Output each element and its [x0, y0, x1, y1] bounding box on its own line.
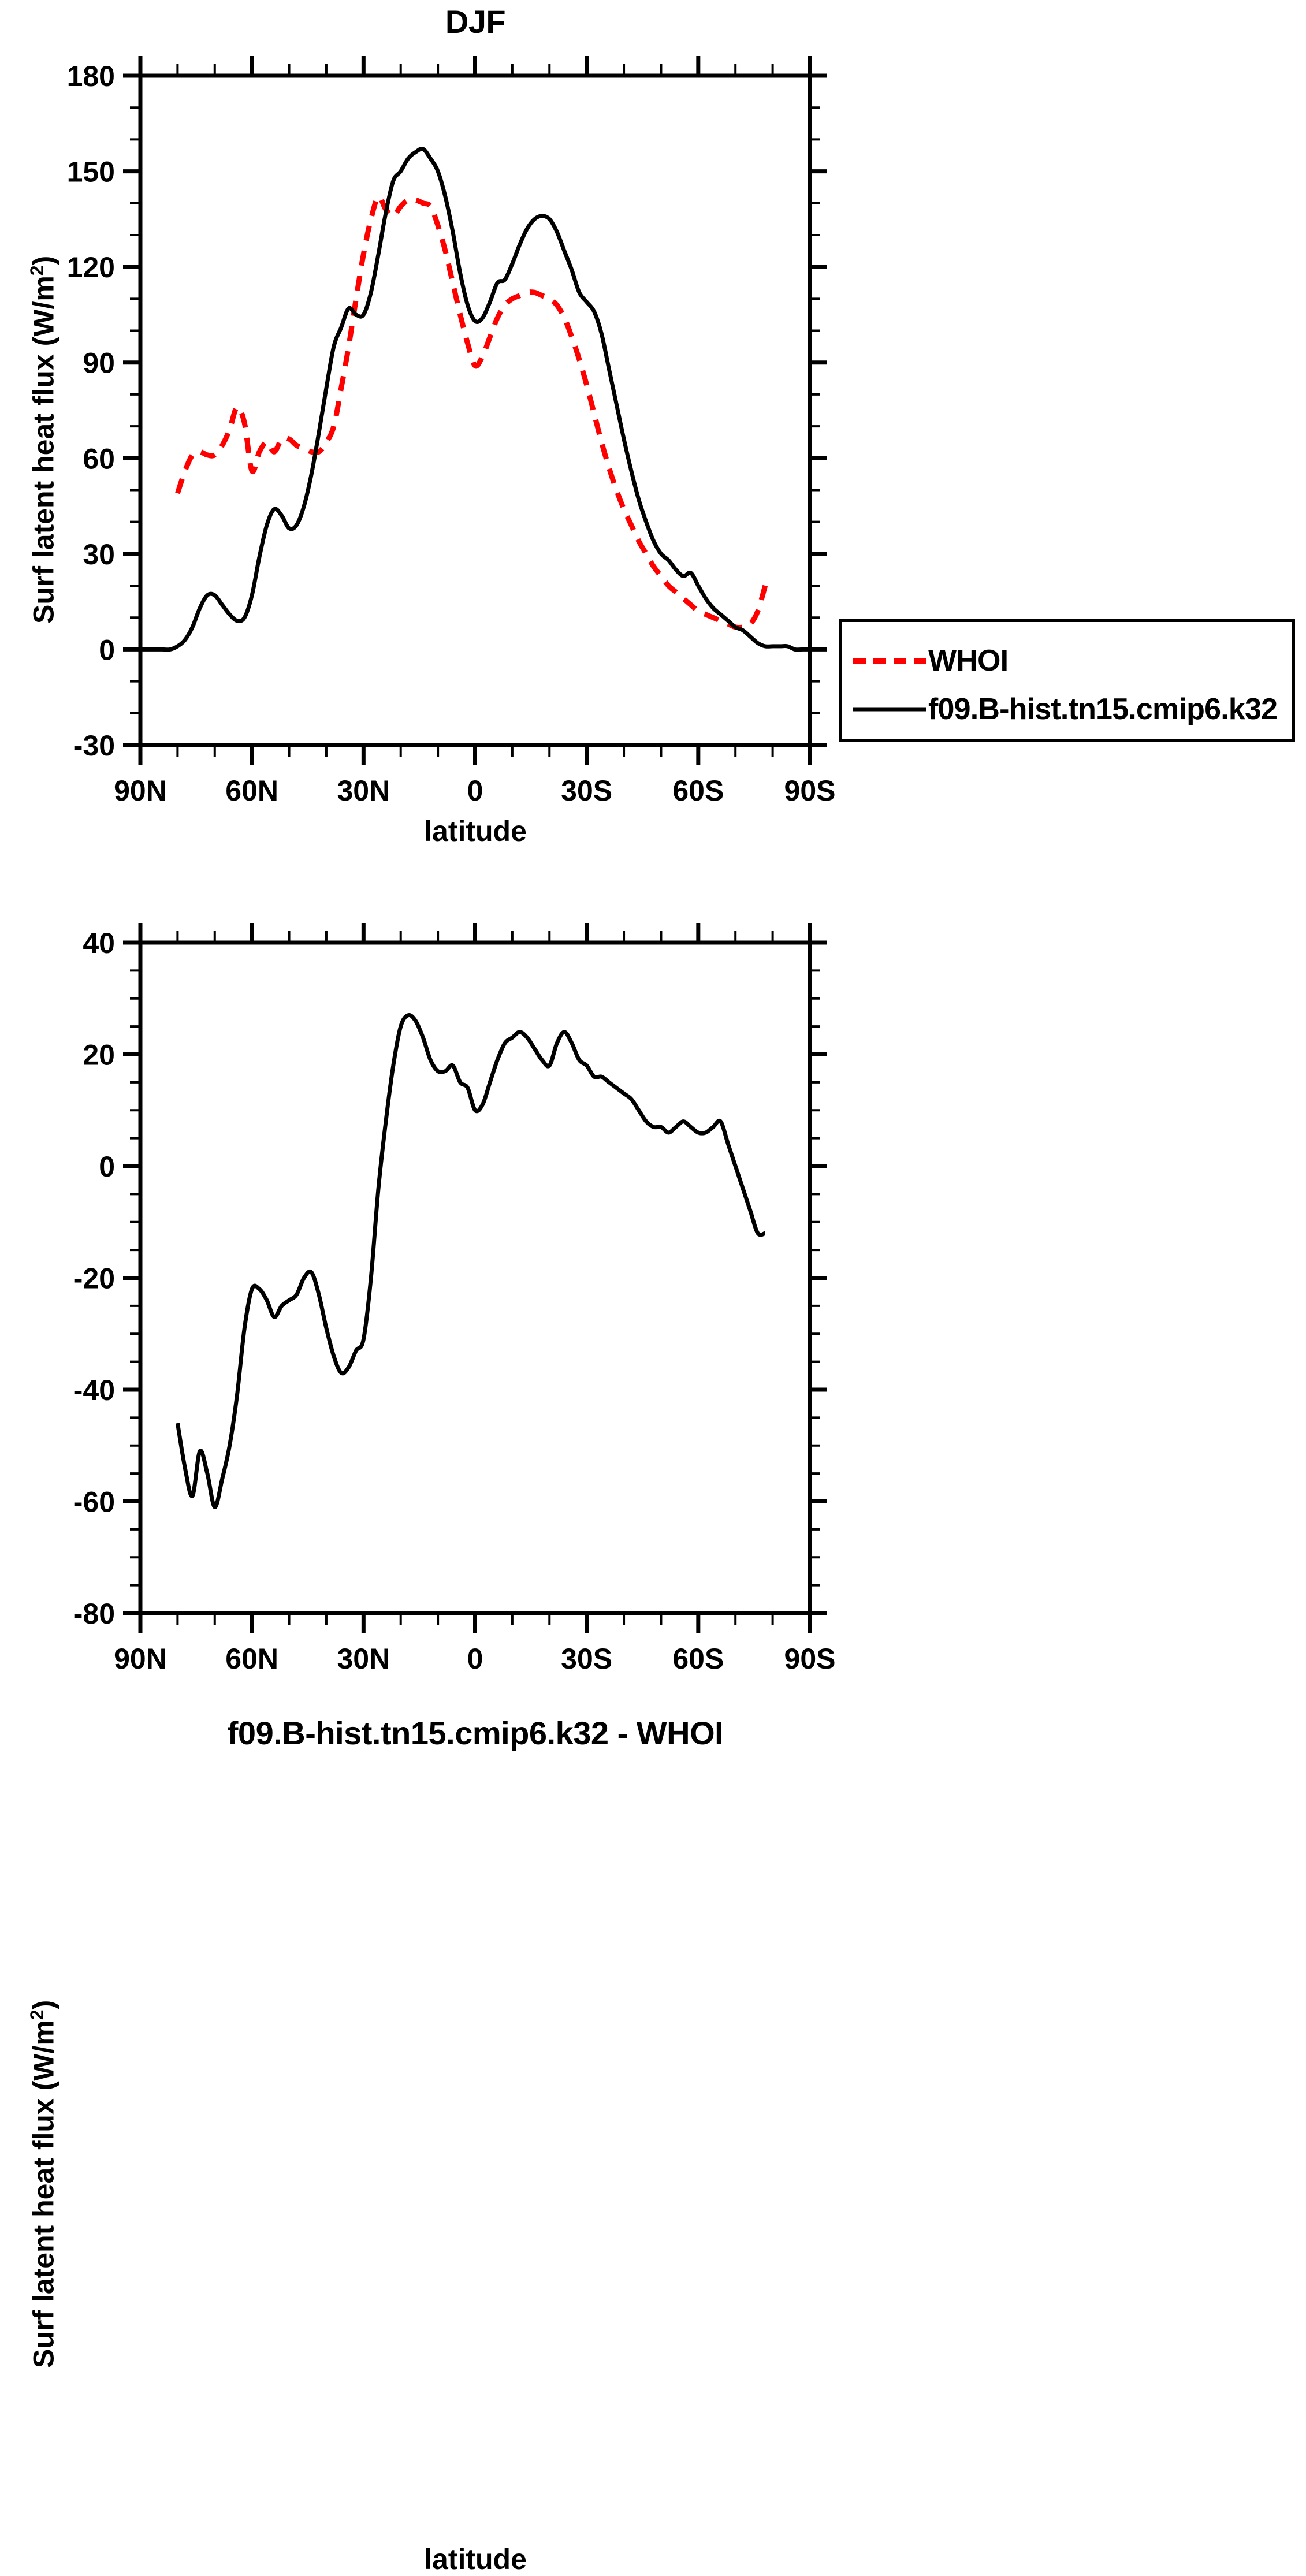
x-tick-label: 60N	[225, 1643, 278, 1675]
x-tick-label: 30N	[337, 775, 390, 807]
y-axis-label-bottom: Surf latent heat flux (W/m2)	[27, 2000, 61, 2368]
y-tick-label: 90	[83, 347, 115, 379]
x-tick-label: 90S	[784, 775, 836, 807]
x-tick-label: 30S	[561, 775, 612, 807]
x-tick-label: 30N	[337, 1643, 390, 1675]
legend-label-model: f09.B-hist.tn15.cmip6.k32	[928, 693, 1278, 726]
y-tick-label: -80	[73, 1598, 115, 1630]
panel-difference: f09.B-hist.tn15.cmip6.k32 - WHOI Surf la…	[0, 861, 1306, 2575]
x-tick-label: 90N	[114, 775, 167, 807]
y-tick-label: -20	[73, 1263, 115, 1295]
x-tick-label: 60S	[672, 775, 724, 807]
y-tick-label: 20	[83, 1039, 115, 1071]
x-tick-label: 60S	[672, 1643, 724, 1675]
plot-area-top: -30 0 30 60 90 120 150 180 90N 60N 30N 0 30S 60S 90S	[67, 56, 836, 807]
x-tick-label: 90S	[784, 1643, 836, 1675]
plot-area-bottom: -80 -60 -40 -20 0 20 40 90N 60N 30N 0 30S 60S 90S	[73, 923, 836, 1675]
chart-title-top: DJF	[445, 3, 506, 40]
y-axis-label-bottom-exponent: 2	[27, 2009, 47, 2020]
y-tick-label: 120	[67, 251, 115, 284]
y-tick-label: 180	[67, 60, 115, 92]
y-tick-label: 150	[67, 156, 115, 188]
y-tick-label: 60	[83, 442, 115, 475]
series-line-whoi	[175, 194, 768, 630]
y-tick-label: 0	[99, 634, 115, 666]
x-tick-label: 90N	[114, 1643, 167, 1675]
series-line-model	[175, 1012, 766, 1509]
legend-entry-whoi: WHOI	[842, 635, 1292, 687]
legend-swatch-dashed-icon	[852, 649, 927, 672]
y-tick-label: 30	[83, 538, 115, 571]
y-axis-label-bottom-tail: )	[27, 2000, 60, 2010]
x-tick-label: 30S	[561, 1643, 612, 1675]
legend-entry-model: f09.B-hist.tn15.cmip6.k32	[842, 683, 1292, 735]
series-line-model	[140, 147, 810, 652]
y-tick-label: -30	[73, 729, 115, 762]
x-axis-label-top: latitude	[424, 815, 527, 847]
x-tick-label: 0	[467, 775, 483, 807]
y-tick-label: -60	[73, 1486, 115, 1518]
y-tick-label: -40	[73, 1374, 115, 1406]
legend-label-whoi: WHOI	[928, 644, 1009, 677]
x-tick-label: 0	[467, 1643, 483, 1675]
y-axis-label-bottom-text: Surf latent heat flux (W/m	[27, 2020, 60, 2368]
legend: WHOI f09.B-hist.tn15.cmip6.k32	[839, 619, 1295, 742]
x-axis-label-bottom: latitude	[424, 2543, 527, 2575]
legend-swatch-solid-icon	[852, 698, 927, 721]
x-tick-label: 60N	[225, 775, 278, 807]
y-tick-label: 0	[99, 1151, 115, 1183]
panel-djf: DJF Surf latent heat flux (W/m2) -30 0 30 6…	[0, 0, 1306, 866]
y-tick-label: 40	[83, 927, 115, 959]
